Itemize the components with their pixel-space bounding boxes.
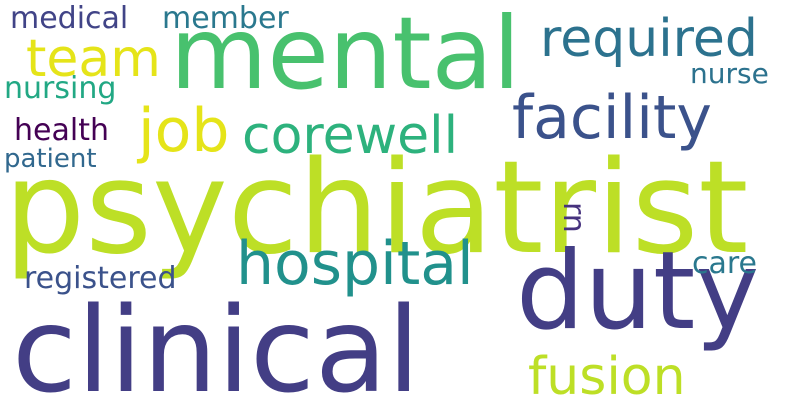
word-team: team xyxy=(26,29,161,89)
word-rn: rn xyxy=(556,202,591,233)
word-hospital: hospital xyxy=(236,229,474,299)
word-facility: facility xyxy=(512,83,712,153)
word-duty: duty xyxy=(516,229,760,354)
word-psychiatrist: psychiatrist xyxy=(4,134,749,283)
word-patient: patient xyxy=(4,144,97,174)
word-registered: registered xyxy=(24,261,177,296)
word-clinical: clinical xyxy=(12,281,420,400)
word-nurse: nurse xyxy=(690,57,769,90)
word-care: care xyxy=(692,246,758,281)
word-corewell: corewell xyxy=(242,106,459,166)
word-required: required xyxy=(540,9,758,69)
word-member: member xyxy=(162,1,289,36)
word-medical: medical xyxy=(10,1,129,36)
word-mental: mental xyxy=(170,0,521,112)
word-fusion: fusion xyxy=(528,347,686,400)
word-health: health xyxy=(14,113,109,148)
word-job: job xyxy=(138,96,230,166)
word-nursing: nursing xyxy=(4,71,117,106)
